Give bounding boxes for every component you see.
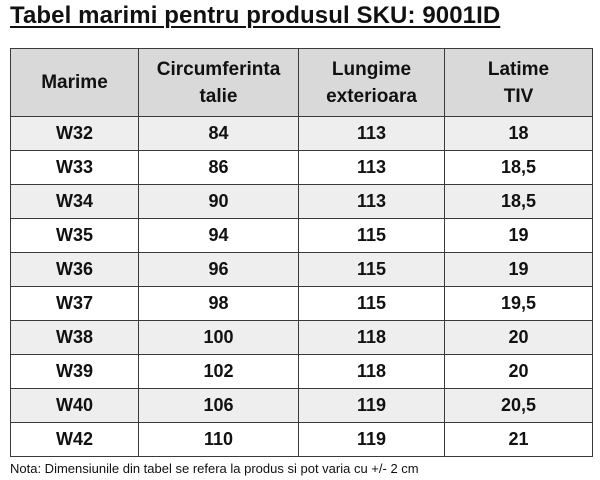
cell-latime: 20 xyxy=(444,354,593,389)
cell-lungime: 118 xyxy=(298,354,445,389)
cell-marime: W32 xyxy=(10,116,139,151)
cell-circumferinta: 94 xyxy=(138,218,299,253)
cell-circumferinta: 98 xyxy=(138,286,299,321)
page-title: Tabel marimi pentru produsul SKU: 9001ID xyxy=(10,2,501,29)
cell-circumferinta: 84 xyxy=(138,116,299,151)
cell-marime: W36 xyxy=(10,252,139,287)
header-lungime-exterioara: Lungime exterioara xyxy=(298,48,445,117)
cell-lungime: 113 xyxy=(298,150,445,185)
cell-marime: W33 xyxy=(10,150,139,185)
cell-marime: W35 xyxy=(10,218,139,253)
cell-lungime: 115 xyxy=(298,218,445,253)
table-row: W39 102 118 20 xyxy=(10,354,593,389)
cell-latime: 20,5 xyxy=(444,388,593,423)
cell-marime: W42 xyxy=(10,422,139,457)
header-lungime-line1: Lungime xyxy=(331,58,412,80)
header-latime-line1: Latime xyxy=(487,58,550,80)
cell-latime: 18,5 xyxy=(444,184,593,219)
table-row: W36 96 115 19 xyxy=(10,252,593,287)
cell-marime: W40 xyxy=(10,388,139,423)
footnote: Nota: Dimensiunile din tabel se refera l… xyxy=(10,461,419,476)
cell-circumferinta: 110 xyxy=(138,422,299,457)
cell-circumferinta: 102 xyxy=(138,354,299,389)
header-marime: Marime xyxy=(10,48,139,117)
cell-latime: 18,5 xyxy=(444,150,593,185)
cell-latime: 20 xyxy=(444,320,593,355)
cell-circumferinta: 86 xyxy=(138,150,299,185)
cell-lungime: 115 xyxy=(298,286,445,321)
header-latime-tiv: Latime TIV xyxy=(444,48,593,117)
header-latime-line2: TIV xyxy=(503,85,534,107)
cell-lungime: 115 xyxy=(298,252,445,287)
header-circumferinta-talie: Circumferinta talie xyxy=(138,48,299,117)
header-lungime-line2: exterioara xyxy=(326,85,417,107)
table-header-row: Marime Circumferinta talie Lungime exter… xyxy=(10,48,593,117)
cell-lungime: 118 xyxy=(298,320,445,355)
cell-lungime: 119 xyxy=(298,388,445,423)
cell-marime: W38 xyxy=(10,320,139,355)
size-table: Marime Circumferinta talie Lungime exter… xyxy=(10,48,593,457)
table-row: W38 100 118 20 xyxy=(10,320,593,355)
table-row: W34 90 113 18,5 xyxy=(10,184,593,219)
cell-circumferinta: 90 xyxy=(138,184,299,219)
header-circumferinta-line1: Circumferinta xyxy=(156,58,281,80)
cell-circumferinta: 106 xyxy=(138,388,299,423)
cell-marime: W39 xyxy=(10,354,139,389)
cell-lungime: 113 xyxy=(298,116,445,151)
table-body: W32 84 113 18 W33 86 113 18,5 W34 90 113… xyxy=(10,116,593,457)
header-circumferinta-line2: talie xyxy=(199,85,238,107)
header-marime-label: Marime xyxy=(41,72,108,93)
cell-latime: 18 xyxy=(444,116,593,151)
table-row: W40 106 119 20,5 xyxy=(10,388,593,423)
table-row: W35 94 115 19 xyxy=(10,218,593,253)
cell-circumferinta: 100 xyxy=(138,320,299,355)
cell-lungime: 113 xyxy=(298,184,445,219)
cell-latime: 19 xyxy=(444,218,593,253)
table-header: Marime Circumferinta talie Lungime exter… xyxy=(10,48,593,117)
table-row: W42 110 119 21 xyxy=(10,422,593,457)
cell-lungime: 119 xyxy=(298,422,445,457)
table-row: W37 98 115 19,5 xyxy=(10,286,593,321)
cell-latime: 19,5 xyxy=(444,286,593,321)
cell-circumferinta: 96 xyxy=(138,252,299,287)
cell-latime: 19 xyxy=(444,252,593,287)
cell-marime: W37 xyxy=(10,286,139,321)
table-row: W33 86 113 18,5 xyxy=(10,150,593,185)
table-row: W32 84 113 18 xyxy=(10,116,593,151)
cell-latime: 21 xyxy=(444,422,593,457)
cell-marime: W34 xyxy=(10,184,139,219)
